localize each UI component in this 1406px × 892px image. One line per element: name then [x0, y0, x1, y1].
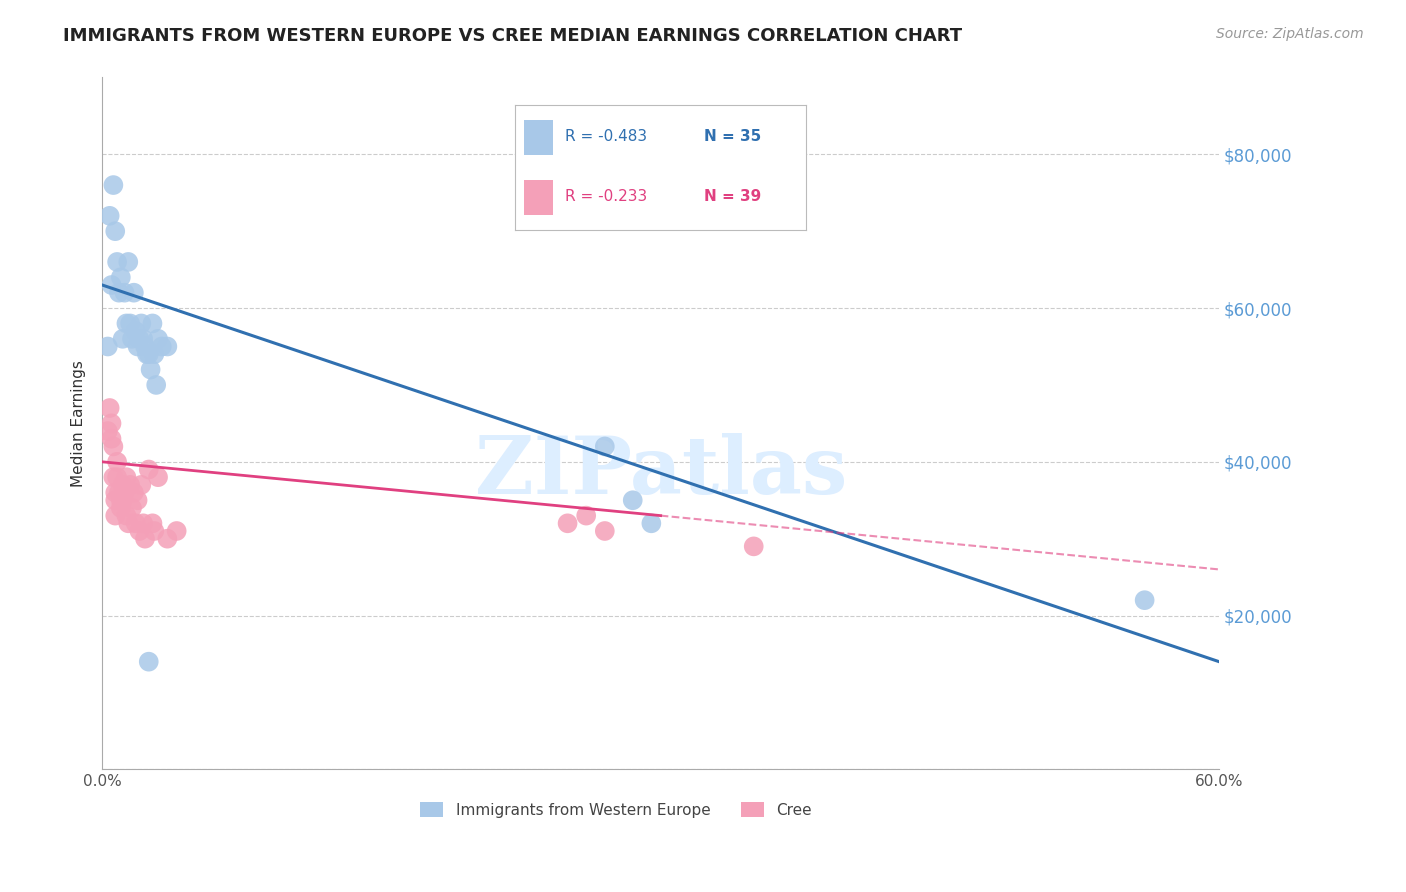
Point [621, 493, 644, 508]
Point [105, 455, 128, 469]
Point [111, 493, 134, 508]
Point [127, 339, 149, 353]
Point [125, 324, 148, 338]
Point [100, 432, 122, 446]
Point [138, 462, 160, 476]
Point [138, 347, 160, 361]
Point [166, 524, 188, 538]
Point [134, 532, 156, 546]
Legend: Immigrants from Western Europe, Cree: Immigrants from Western Europe, Cree [415, 796, 818, 824]
Point [141, 516, 163, 531]
Point [128, 332, 150, 346]
Point [593, 524, 616, 538]
Point [108, 285, 131, 300]
Point [115, 508, 138, 523]
Point [117, 516, 139, 531]
Point [156, 532, 179, 546]
Point [575, 508, 598, 523]
Point [122, 285, 145, 300]
Text: IMMIGRANTS FROM WESTERN EUROPE VS CREE MEDIAN EARNINGS CORRELATION CHART: IMMIGRANTS FROM WESTERN EUROPE VS CREE M… [63, 27, 962, 45]
Point [104, 493, 127, 508]
Y-axis label: Median Earnings: Median Earnings [72, 360, 86, 487]
Text: ZIPatlas: ZIPatlas [475, 433, 846, 511]
Point [131, 317, 153, 331]
Point [111, 478, 134, 492]
Point [150, 339, 173, 353]
Point [143, 347, 166, 361]
Point [103, 470, 125, 484]
Point [110, 500, 132, 515]
Point [640, 516, 662, 531]
Point [117, 255, 139, 269]
Point [115, 317, 138, 331]
Point [593, 439, 616, 453]
Point [127, 493, 149, 508]
Point [128, 524, 150, 538]
Point [121, 332, 143, 346]
Point [146, 332, 169, 346]
Point [100, 417, 122, 431]
Point [146, 470, 169, 484]
Text: Source: ZipAtlas.com: Source: ZipAtlas.com [1216, 27, 1364, 41]
Point [125, 516, 148, 531]
Point [139, 362, 162, 376]
Point [156, 339, 179, 353]
Point [111, 332, 134, 346]
Point [114, 485, 136, 500]
Point [104, 485, 127, 500]
Point [110, 493, 132, 508]
Point [103, 439, 125, 453]
Point [122, 485, 145, 500]
Point [98, 401, 121, 415]
Point [108, 485, 131, 500]
Point [131, 478, 153, 492]
Point [98, 209, 121, 223]
Point [557, 516, 579, 531]
Point [115, 470, 138, 484]
Point [103, 178, 125, 192]
Point [141, 317, 163, 331]
Point [138, 655, 160, 669]
Point [104, 508, 127, 523]
Point [120, 317, 142, 331]
Point [132, 332, 155, 346]
Point [97, 424, 120, 438]
Point [143, 524, 166, 538]
Point [1133, 593, 1156, 607]
Point [97, 339, 120, 353]
Point [121, 500, 143, 515]
Point [742, 540, 765, 554]
Point [100, 278, 122, 293]
Point [114, 285, 136, 300]
Point [105, 470, 128, 484]
Point [110, 270, 132, 285]
Point [104, 224, 127, 238]
Point [135, 347, 157, 361]
Point [145, 378, 167, 392]
Point [132, 516, 155, 531]
Point [120, 478, 142, 492]
Point [105, 255, 128, 269]
Point [134, 339, 156, 353]
